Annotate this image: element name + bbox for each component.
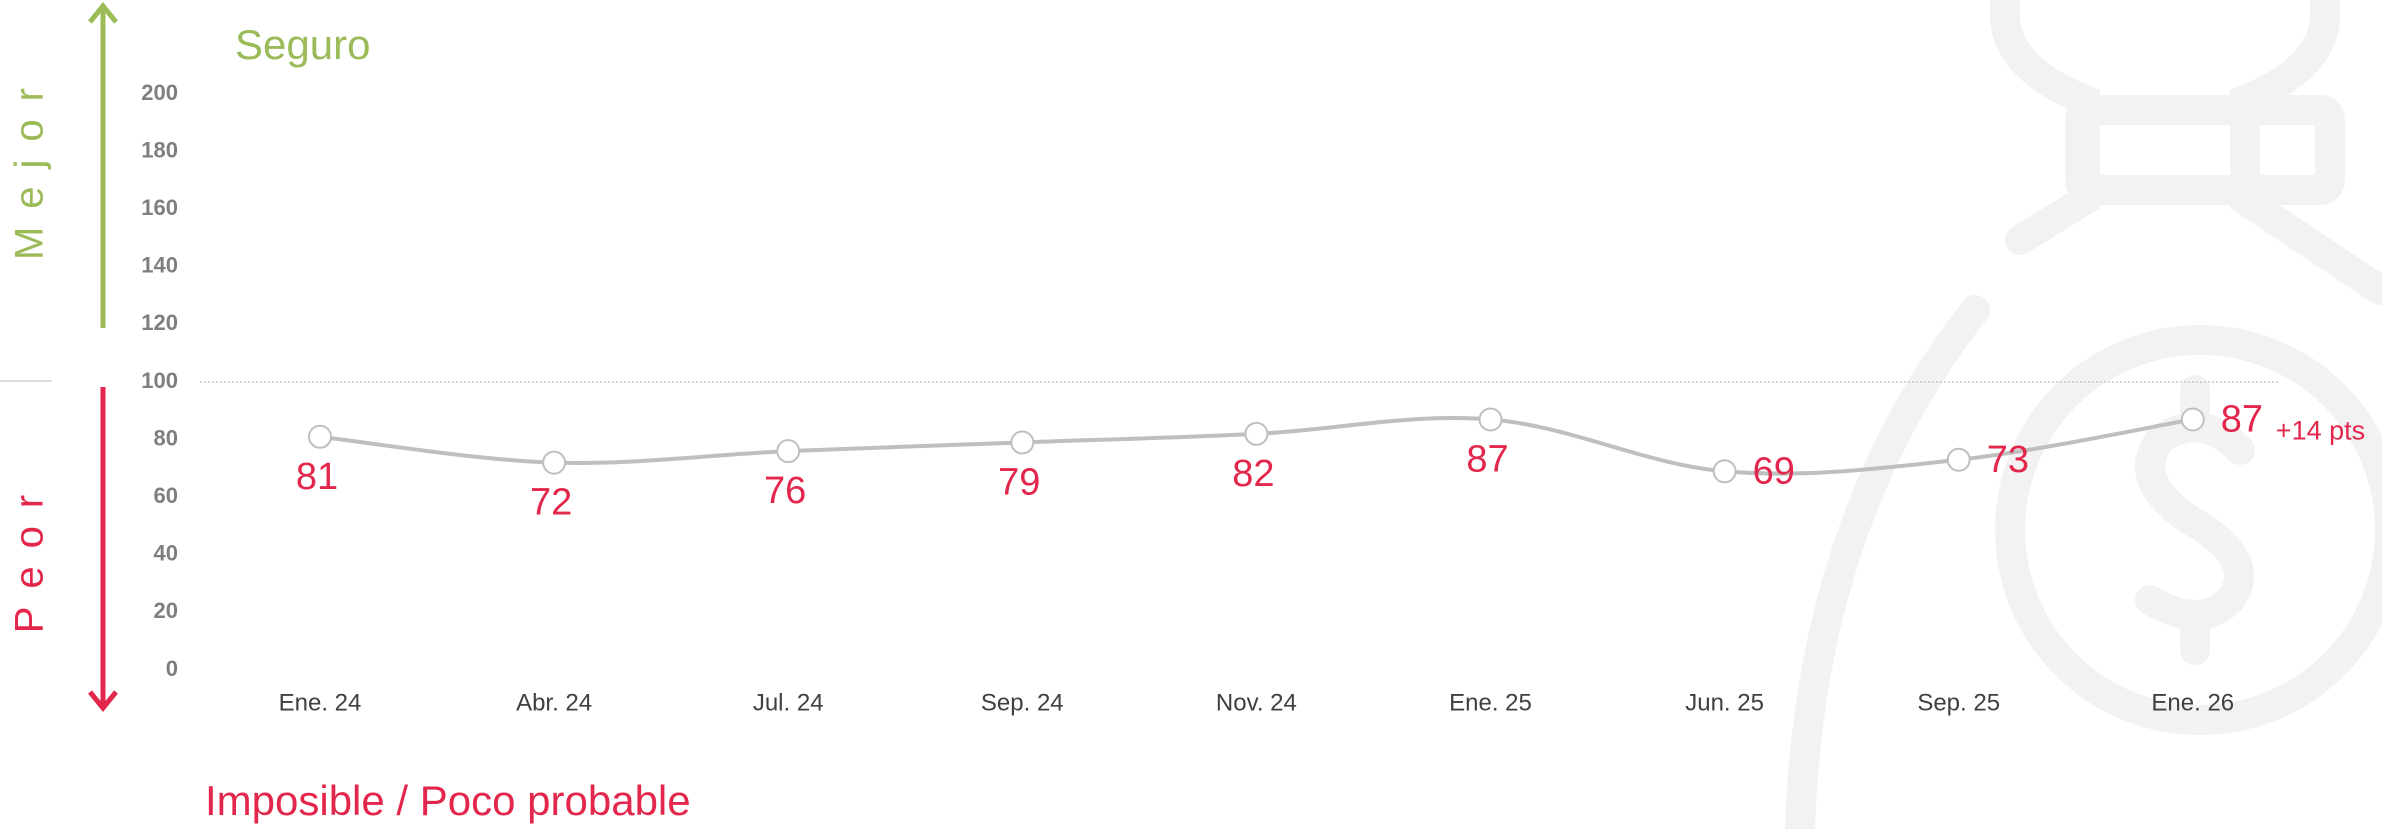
y-tick-label: 160 <box>141 195 178 220</box>
value-label: 79 <box>998 462 1040 504</box>
background-icon <box>1785 0 2382 829</box>
x-tick-label: Jul. 24 <box>753 689 824 716</box>
x-tick-label: Nov. 24 <box>1216 689 1297 716</box>
x-tick-label: Abr. 24 <box>516 689 592 716</box>
value-label: 87 <box>2221 398 2263 440</box>
y-tick-label: 20 <box>154 598 178 623</box>
value-label: 76 <box>764 470 806 512</box>
y-tick-label: 80 <box>154 425 178 450</box>
y-tick-label: 40 <box>154 541 178 566</box>
point <box>1946 447 1971 472</box>
point <box>1010 430 1035 455</box>
chart-title: Seguro <box>235 21 370 68</box>
x-tick-label: Jun. 25 <box>1685 689 1764 716</box>
value-label: 81 <box>296 456 338 498</box>
point <box>2180 407 2205 432</box>
x-tick-label: Sep. 24 <box>981 689 1064 716</box>
point <box>776 439 801 464</box>
value-label: 69 <box>1753 450 1795 492</box>
upper-arrow <box>88 2 118 328</box>
point <box>1712 459 1737 484</box>
upper-axis-label: Mejor <box>8 70 52 260</box>
value-label: 72 <box>530 482 572 524</box>
y-tick-label: 140 <box>141 253 178 278</box>
value-label: 73 <box>1987 439 2029 481</box>
y-tick-label: 200 <box>141 80 178 105</box>
y-tick-label: 120 <box>141 310 178 335</box>
x-tick-label: Sep. 25 <box>1917 689 2000 716</box>
y-tick-label: 100 <box>141 368 178 393</box>
lower-arrow <box>88 387 118 712</box>
point <box>1478 407 1503 432</box>
point <box>542 450 567 475</box>
lower-axis-label: Peor <box>8 477 52 634</box>
value-label: 82 <box>1232 453 1274 495</box>
x-tick-label: Ene. 24 <box>279 689 362 716</box>
x-tick-label: Ene. 25 <box>1449 689 1532 716</box>
bottom-label: Imposible / Poco probable <box>205 777 691 824</box>
point <box>308 424 332 449</box>
y-tick-label: 0 <box>166 656 178 681</box>
y-tick-label: 60 <box>154 483 178 508</box>
x-tick-label: Ene. 26 <box>2151 689 2234 716</box>
value-label: 87 <box>1466 438 1508 480</box>
change-annotation: +14 pts <box>2276 416 2365 446</box>
point <box>1244 421 1269 446</box>
y-tick-label: 180 <box>141 137 178 162</box>
